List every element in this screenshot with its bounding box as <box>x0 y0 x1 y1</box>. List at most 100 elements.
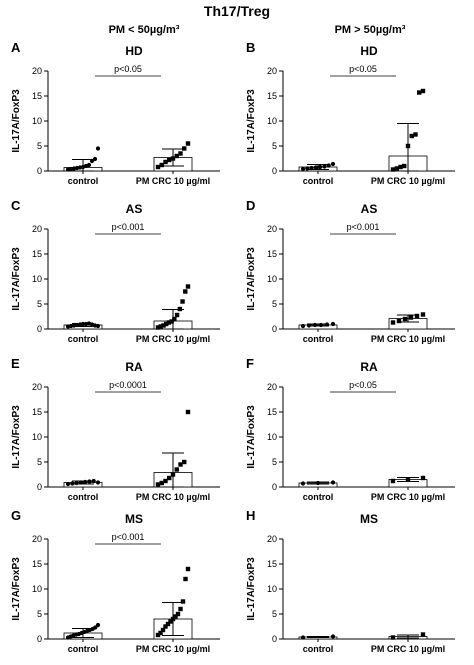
panel-a-chart: A HD IL-17A/FoxP3 0 5 10 15 20 control PM CRC 10 … <box>11 40 220 186</box>
panel-h-chart: H MS IL-17A/FoxP3 0 5 10 15 20 control PM CRC 10 … <box>246 508 455 654</box>
y-tick-label: 15 <box>267 559 277 569</box>
data-point-control <box>95 622 101 628</box>
significance-label: p<0.001 <box>112 222 145 232</box>
data-point-pm <box>177 306 183 312</box>
y-tick-label: 5 <box>272 609 277 619</box>
data-point-control <box>305 166 310 171</box>
y-tick-label: 10 <box>267 432 277 442</box>
data-point-pm <box>394 166 399 171</box>
y-tick-label: 5 <box>37 457 42 467</box>
data-point-pm <box>390 635 396 640</box>
y-tick-label: 10 <box>32 116 42 126</box>
data-point-pm <box>155 325 161 330</box>
data-point-control <box>95 323 101 329</box>
data-point-pm <box>174 312 180 318</box>
significance-label: p<0.05 <box>114 64 142 74</box>
y-tick-label: 15 <box>32 407 42 417</box>
y-tick-label: 10 <box>267 274 277 284</box>
data-point-control <box>326 163 331 168</box>
data-point-pm <box>185 566 191 572</box>
data-point-pm <box>185 284 191 289</box>
data-point-control <box>78 480 83 485</box>
data-point-pm <box>165 621 171 627</box>
x-tick-label: control <box>303 176 334 186</box>
data-point-control <box>318 164 323 170</box>
data-point-control <box>86 162 92 168</box>
panel-b-chart: B HD IL-17A/FoxP3 0 5 10 15 20 control PM CRC 10 … <box>246 40 455 186</box>
data-point-pm <box>168 619 173 624</box>
panel-letter: A <box>11 40 21 55</box>
data-point-pm <box>408 315 414 320</box>
data-point-control <box>92 156 98 162</box>
y-tick-label: 5 <box>37 299 42 309</box>
data-point-pm <box>183 576 188 582</box>
data-point-control <box>93 625 98 630</box>
data-point-pm <box>398 164 403 170</box>
data-point-pm <box>185 409 191 415</box>
y-tick-label: 15 <box>32 559 42 569</box>
data-point-control <box>74 480 79 486</box>
data-point-pm <box>183 289 188 294</box>
data-point-pm <box>402 163 407 169</box>
data-point-control <box>83 479 88 485</box>
panel-letter: C <box>11 198 21 213</box>
data-point-pm <box>174 467 179 472</box>
y-tick-label: 20 <box>267 224 277 234</box>
data-point-control <box>322 164 327 169</box>
data-point-control <box>330 321 336 327</box>
y-tick-label: 5 <box>272 141 277 151</box>
x-tick-label: PM CRC 10 µg/ml <box>371 334 445 344</box>
data-point-control <box>300 481 306 486</box>
significance-label: p<0.001 <box>112 532 145 542</box>
y-axis-label: IL-17A/FoxP3 <box>11 89 22 153</box>
data-point-pm <box>159 480 164 486</box>
y-tick-label: 10 <box>32 274 42 284</box>
data-point-pm <box>167 157 172 163</box>
significance-label: p<0.05 <box>349 64 377 74</box>
y-tick-label: 0 <box>37 634 42 644</box>
data-point-pm <box>158 324 163 329</box>
y-tick-label: 20 <box>32 382 42 392</box>
data-point-control <box>330 161 336 167</box>
y-tick-label: 20 <box>267 66 277 76</box>
data-point-pm <box>185 141 191 146</box>
data-point-pm <box>182 459 187 465</box>
x-tick-label: PM CRC 10 µg/ml <box>136 176 210 186</box>
y-axis-label: IL-17A/FoxP3 <box>11 247 22 311</box>
y-tick-label: 20 <box>32 224 42 234</box>
data-point-pm <box>409 133 414 139</box>
panel-title: HD <box>360 44 378 58</box>
y-tick-label: 15 <box>32 91 42 101</box>
data-point-control <box>309 165 314 171</box>
data-point-pm <box>175 611 181 617</box>
x-tick-label: PM CRC 10 µg/ml <box>136 334 210 344</box>
significance-label: p<0.05 <box>349 380 377 390</box>
panel-title: MS <box>360 512 378 526</box>
data-point-pm <box>159 162 164 168</box>
data-point-control <box>306 323 312 328</box>
y-tick-label: 5 <box>37 609 42 619</box>
panel-letter: F <box>246 356 254 371</box>
data-point-pm <box>390 478 396 484</box>
y-tick-label: 0 <box>272 166 277 176</box>
panel-g-chart: G MS IL-17A/FoxP3 0 5 10 15 20 control PM CRC 10 … <box>11 508 220 654</box>
figure-title: Th17/Treg <box>203 3 271 19</box>
panel-title: RA <box>125 360 143 374</box>
x-tick-label: PM CRC 10 µg/ml <box>136 644 210 654</box>
y-tick-label: 20 <box>32 66 42 76</box>
panel-letter: H <box>246 508 255 523</box>
panel-letter: D <box>246 198 255 213</box>
data-point-pm <box>180 599 186 604</box>
data-point-pm <box>414 313 420 319</box>
data-point-pm <box>405 477 411 482</box>
data-point-pm <box>163 478 168 484</box>
y-tick-label: 15 <box>32 249 42 259</box>
data-point-control <box>312 322 318 328</box>
panel-title: AS <box>126 202 143 216</box>
data-point-pm <box>170 156 176 161</box>
data-point-control <box>318 322 324 328</box>
y-tick-label: 0 <box>272 634 277 644</box>
data-point-pm <box>180 299 185 304</box>
panel-letter: G <box>11 508 21 523</box>
x-tick-label: PM CRC 10 µg/ml <box>371 492 445 502</box>
